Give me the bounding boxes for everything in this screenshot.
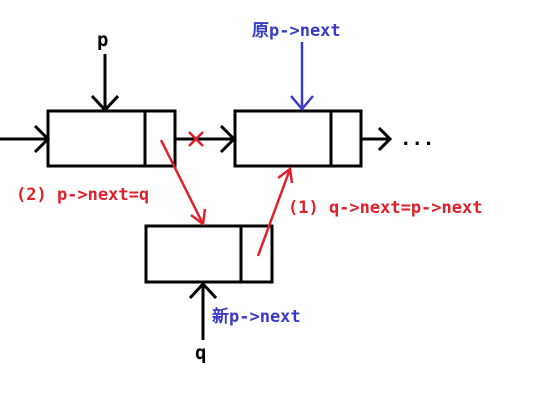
step1-arrow (256, 166, 294, 257)
label-ellipsis: ... (400, 128, 434, 150)
node-q-box (144, 224, 274, 284)
incoming-arrow (0, 124, 51, 154)
step2-arrow (159, 139, 207, 227)
orig-next-pointer-arrow (290, 42, 314, 111)
node-p (46, 109, 177, 168)
q-pointer-arrow (188, 281, 218, 340)
label-p: p (97, 29, 108, 51)
node-orig-next-box (233, 109, 363, 168)
node-p-box (46, 109, 177, 168)
old-link-arrow (175, 124, 237, 154)
node-orig-next (233, 109, 363, 168)
label-orig-next: 原p->next (252, 21, 341, 41)
label-step1: (1) q->next=p->next (288, 198, 482, 218)
outgoing-arrow (361, 126, 393, 152)
label-new-next: 新p->next (212, 306, 301, 327)
cross-mark-icon (188, 131, 204, 147)
p-pointer-arrow (90, 54, 120, 113)
label-step2: (2) p->next=q (16, 185, 149, 205)
label-q: q (195, 342, 206, 364)
node-q (144, 224, 274, 284)
